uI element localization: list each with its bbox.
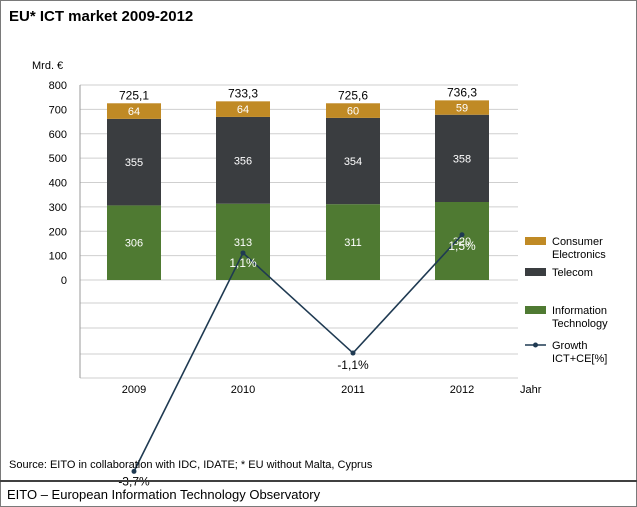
y-axis-unit: Mrd. € <box>32 60 64 72</box>
legend-label: Telecom <box>552 267 593 279</box>
bar-value-label: 64 <box>128 106 140 118</box>
growth-point <box>240 250 246 256</box>
legend-swatch <box>525 237 546 245</box>
legend-label: Information <box>552 305 607 317</box>
bar-value-label: 355 <box>125 157 143 169</box>
y-tick-label: 600 <box>49 129 67 141</box>
chart-title: EU* ICT market 2009-2012 <box>9 8 194 25</box>
bar-total-label: 725,1 <box>119 88 149 102</box>
x-axis-label: Jahr <box>520 384 542 396</box>
y-tick-label: 300 <box>49 202 67 214</box>
growth-line <box>133 234 463 472</box>
bar-value-label: 358 <box>453 153 471 165</box>
legend-label: Electronics <box>552 249 606 261</box>
y-tick-label: 800 <box>49 80 67 92</box>
bar-total-label: 725,6 <box>338 88 368 102</box>
bar-segment-consumer-electronics <box>326 103 380 118</box>
footer-text: EITO – European Information Technology O… <box>7 487 321 502</box>
bar-segment-information-technology <box>216 203 270 280</box>
bar-value-label: 59 <box>456 103 468 115</box>
bar-value-label: 311 <box>344 237 362 249</box>
bar-segment-telecom <box>326 117 380 205</box>
bar-value-label: 306 <box>125 238 143 250</box>
x-tick-label: 2010 <box>231 384 255 396</box>
x-tick-label: 2011 <box>341 384 365 396</box>
growth-point <box>131 468 137 474</box>
bar-segment-telecom <box>107 118 161 206</box>
bar-segment-information-technology <box>326 204 380 280</box>
growth-value-label: 1,1% <box>229 256 257 270</box>
y-tick-label: 500 <box>49 153 67 165</box>
legend-label: Consumer <box>552 236 603 248</box>
bar-value-label: 356 <box>234 155 252 167</box>
legend-swatch <box>525 306 546 314</box>
bar-segment-consumer-electronics <box>107 103 161 119</box>
legend-swatch <box>525 268 546 276</box>
legend-label: Growth <box>552 340 587 352</box>
bar-segment-telecom <box>435 114 489 202</box>
source-note: Source: EITO in collaboration with IDC, … <box>9 459 373 471</box>
bar-total-label: 733,3 <box>228 86 258 100</box>
bar-segment-consumer-electronics <box>216 101 270 117</box>
bar-value-label: 64 <box>237 104 249 116</box>
growth-value-label: -1,1% <box>337 358 369 372</box>
bar-segment-information-technology <box>107 205 161 280</box>
legend-label: ICT+CE[%] <box>552 353 607 365</box>
legend-marker <box>533 342 538 348</box>
growth-value-label: 1,5% <box>448 239 476 253</box>
legend-label: Technology <box>552 318 608 330</box>
x-tick-label: 2009 <box>122 384 146 396</box>
bar-value-label: 60 <box>347 106 359 118</box>
growth-point <box>459 232 465 238</box>
bar-segment-consumer-electronics <box>435 100 489 115</box>
bar-value-label: 313 <box>234 237 252 249</box>
bar-value-label: 354 <box>344 156 362 168</box>
bar-segment-information-technology <box>435 202 489 280</box>
bar-segment-telecom <box>216 116 270 204</box>
y-tick-label: 0 <box>61 275 67 287</box>
y-tick-label: 700 <box>49 104 67 116</box>
y-tick-label: 400 <box>49 178 67 190</box>
y-tick-label: 100 <box>49 251 67 263</box>
x-tick-label: 2012 <box>450 384 474 396</box>
footer-divider <box>0 480 637 482</box>
y-tick-label: 200 <box>49 226 67 238</box>
bar-total-label: 736,3 <box>447 85 477 99</box>
growth-point <box>350 350 356 356</box>
